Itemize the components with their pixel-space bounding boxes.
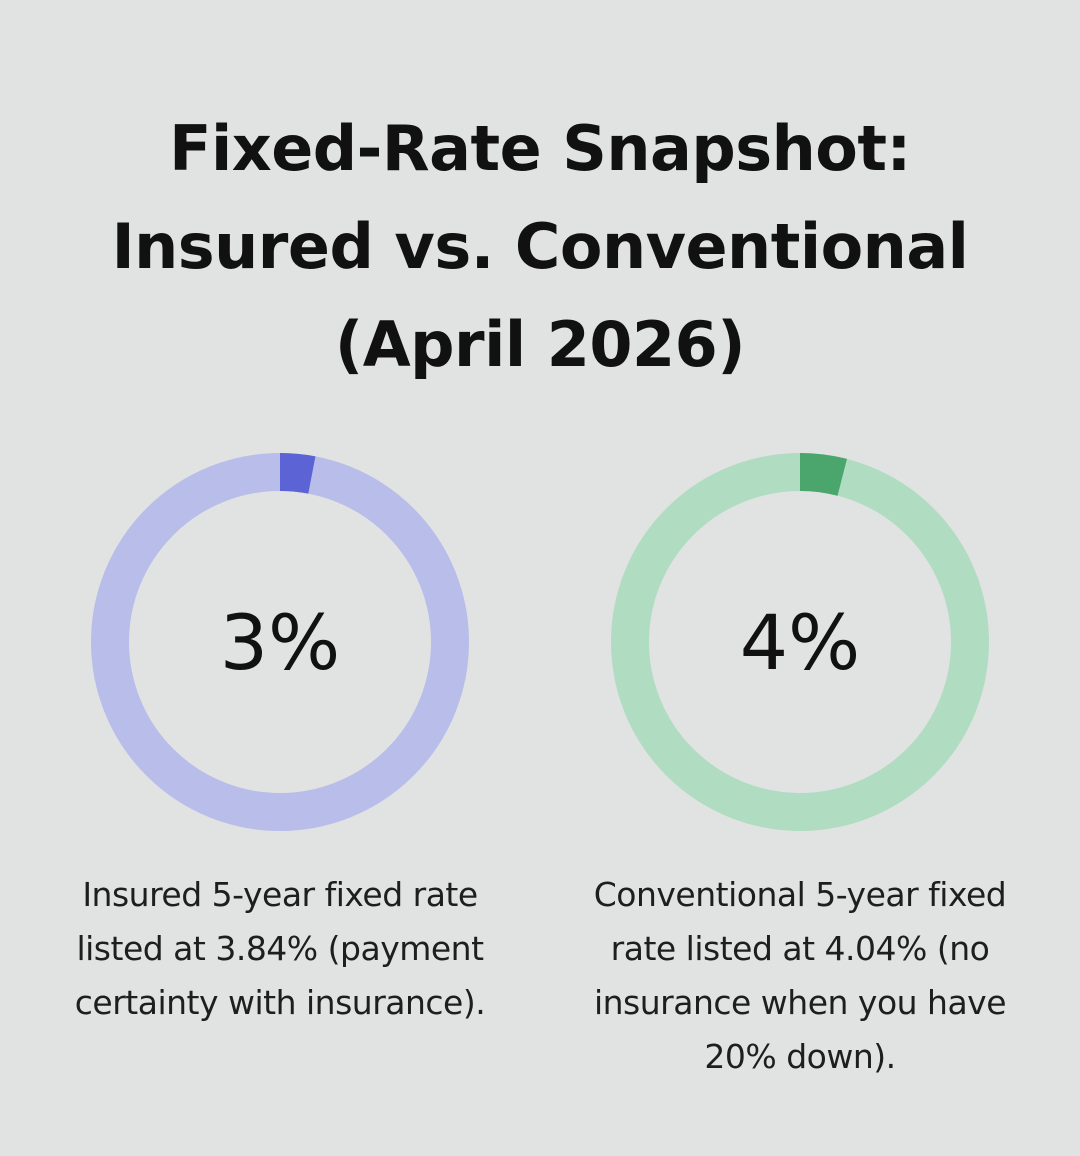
title-line-2: Insured vs. Conventional [111,210,969,283]
insured-rate-value: 3% [219,597,341,687]
conventional-rate-donut: 4% [611,453,989,831]
conventional-rate-donut-segment [611,453,989,831]
conventional-rate-value: 4% [739,597,861,687]
conventional-rate-caption: Conventional 5-year fixed rate listed at… [593,875,1007,1076]
insured-rate-donut: 3% [91,453,469,831]
page-title: Fixed-Rate Snapshot: Insured vs. Convent… [60,100,1020,394]
title-line-3: (April 2026) [334,308,746,381]
title-line-1: Fixed-Rate Snapshot: [169,112,911,185]
insured-rate-donut-segment [91,453,469,831]
insured-rate-caption: Insured 5-year fixed rate listed at 3.84… [74,875,486,1022]
conventional-rate-donut-svg [611,453,989,831]
insured-rate-donut-svg [91,453,469,831]
